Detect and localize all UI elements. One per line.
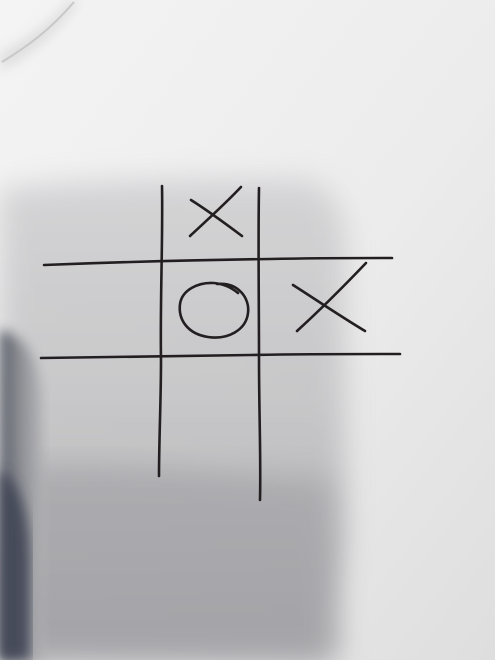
grid-line-horizontal-top [42, 256, 394, 267]
piece-o-center [178, 281, 250, 339]
grid-line-vertical-right [257, 186, 262, 502]
board-pieces [178, 185, 368, 339]
grid-line-horizontal-bottom [39, 352, 402, 360]
piece-x-top-middle [188, 185, 244, 238]
piece-x-middle-right [291, 261, 368, 333]
board-grid [39, 184, 402, 502]
grid-line-vertical-left [157, 184, 164, 478]
lower-shadow [0, 465, 340, 660]
paper-crease-edge [1, 1, 75, 63]
table-strip [0, 470, 30, 660]
